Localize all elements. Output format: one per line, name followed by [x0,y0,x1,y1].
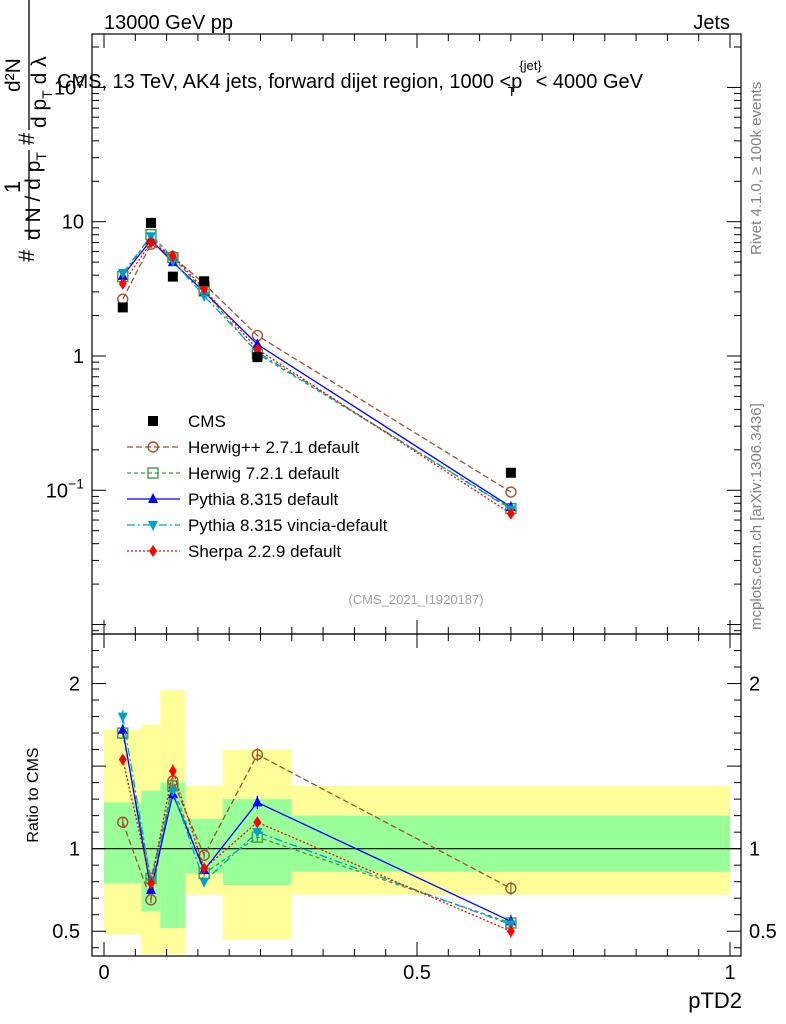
main-point-sherpa-2-2-9-default [118,277,127,290]
header-energy: 13000 GeV pp [104,12,233,34]
ratio-series-line-pythia-8-315-default [122,729,512,922]
x-axis-label: pTD2 [688,988,742,1013]
legend-marker-cms [148,416,158,426]
ratio-y-tick-label: 0.5 [52,921,80,943]
ratio-point-herwig-2-7-1-default [198,849,210,861]
legend-marker-pythia-8-315-default [148,493,158,503]
mcplots-site-label: mcplots.cern.ch [arXiv:1306.3436] [748,403,765,630]
ratio-y-tick-label-right: 1 [749,839,760,861]
main-point-pythia-8-315-vincia-default [199,291,210,302]
main-series-line-sherpa-2-2-9-default [122,241,512,515]
legend-label-sherpa-2-2-9-default: Sherpa 2.2.9 default [188,542,341,561]
ratio-point-pythia-8-315-default [117,723,128,734]
ratio-point-sherpa-2-2-9-default [146,877,155,890]
ratio-x-tick-label: 1 [724,962,735,984]
ratio-y-tick-label: 1 [69,839,80,861]
ylabel-denominator: d N / d pT [22,152,49,240]
ratio-point-sherpa-2-2-9-default [118,753,127,766]
legend-label-herwig-7-2-1-default: Herwig 7.2.1 default [188,464,339,483]
ratio-point-herwig-2-7-1-default [145,894,157,906]
main-y-tick-label: 10 [62,212,84,234]
legend-label-cms: CMS [188,412,226,431]
main-point-herwig-2-7-1-default [505,486,517,498]
ratio-point-herwig-2-7-1-default [117,816,129,828]
ylabel-d2n: d²N [2,58,25,92]
main-y-tick-label: 10−1 [46,475,84,502]
ratio-panel: 0 0.5 1 pTD2 0.5 0.5 1 1 2 2 Ratio to CMS [25,633,777,1013]
ratio-point-sherpa-2-2-9-default [168,765,177,778]
ratio-band-green [291,815,730,872]
chart-title: CMS, 13 TeV, AK4 jets, forward dijet reg… [57,58,644,99]
ratio-series-line-herwig-2-7-1-default [122,753,512,903]
ratio-point-sherpa-2-2-9-default [253,816,262,829]
rivet-version-label: Rivet 4.1.0, ≥ 100k events [748,82,765,255]
main-point-cms [252,352,263,363]
main-point-sherpa-2-2-9-default [146,236,155,249]
ratio-point-sherpa-2-2-9-default [506,925,515,938]
main-y-tick-label: 102 [54,72,84,99]
ratio-point-pythia-8-315-default [252,796,263,807]
ratio-band-green [160,782,186,928]
main-point-cms [145,217,156,228]
analysis-id-label: (CMS_2021_I1920187) [348,592,483,607]
ratio-point-pythia-8-315-vincia-default [167,786,178,797]
main-point-cms [117,302,128,313]
legend-marker-herwig-2-7-1-default [147,441,159,453]
ratio-y-axis-label: Ratio to CMS [25,747,42,842]
ratio-point-herwig-2-7-1-default [251,748,264,761]
legend-marker-pythia-8-315-vincia-default [148,521,158,531]
legend-label-pythia-8-315-default: Pythia 8.315 default [188,490,339,509]
ylabel-hash-2: # [14,132,39,145]
ratio-point-pythia-8-315-vincia-default [199,877,210,888]
ylabel-dpt: d pT d λ [28,56,55,128]
legend-label-herwig-2-7-1-default: Herwig++ 2.7.1 default [188,438,359,457]
ratio-x-tick-label: 0.5 [403,962,431,984]
ratio-y-tick-label-right: 0.5 [749,921,777,943]
main-point-cms [505,467,516,478]
ratio-y-tick-label-right: 2 [749,674,760,696]
main-y-tick-label: 1 [73,346,84,368]
legend-marker-sherpa-2-2-9-default [149,545,157,557]
ratio-series-line-pythia-8-315-vincia-default [122,716,512,926]
main-series-line-herwig-2-7-1-default [122,243,512,493]
main-point-sherpa-2-2-9-default [506,507,515,520]
ratio-point-sherpa-2-2-9-default [200,862,209,875]
ratio-x-tick-label: 0 [98,962,109,984]
ratio-point-pythia-8-315-vincia-default [252,828,263,839]
ylabel-numerator: 1 [0,181,25,193]
main-point-sherpa-2-2-9-default [168,250,177,263]
main-point-cms [199,276,210,287]
ylabel-hash: # [14,249,39,262]
ratio-point-pythia-8-315-vincia-default [117,712,128,723]
legend-label-pythia-8-315-vincia-default: Pythia 8.315 vincia-default [188,516,388,535]
ratio-y-tick-label: 2 [69,674,80,696]
main-point-pythia-8-315-vincia-default [117,268,128,279]
header-category: Jets [693,12,730,34]
main-point-cms [167,271,178,282]
ratio-point-herwig-2-7-1-default [505,882,517,894]
ratio-series-line-sherpa-2-2-9-default [122,759,512,932]
legend-marker-herwig-7-2-1-default [147,467,159,479]
legend: CMS Herwig++ 2.7.1 default Herwig 7.2.1 de… [127,412,388,561]
ratio-series-line-herwig-7-2-1-default [122,732,512,924]
